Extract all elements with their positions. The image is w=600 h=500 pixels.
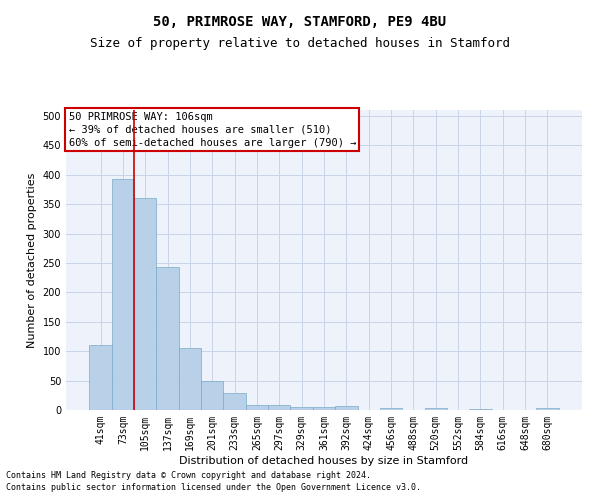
Bar <box>112 179 134 410</box>
Text: Size of property relative to detached houses in Stamford: Size of property relative to detached ho… <box>90 38 510 51</box>
Bar <box>290 407 313 410</box>
Text: 50, PRIMROSE WAY, STAMFORD, PE9 4BU: 50, PRIMROSE WAY, STAMFORD, PE9 4BU <box>154 15 446 29</box>
Bar <box>246 404 268 410</box>
Text: Contains HM Land Registry data © Crown copyright and database right 2024.: Contains HM Land Registry data © Crown c… <box>6 471 371 480</box>
Bar <box>89 346 112 410</box>
Bar <box>134 198 157 410</box>
Bar <box>223 393 246 410</box>
Bar <box>380 408 402 410</box>
Bar <box>313 407 335 410</box>
Text: 50 PRIMROSE WAY: 106sqm
← 39% of detached houses are smaller (510)
60% of semi-d: 50 PRIMROSE WAY: 106sqm ← 39% of detache… <box>68 112 356 148</box>
Bar <box>335 406 358 410</box>
Bar <box>469 409 491 410</box>
Text: Contains public sector information licensed under the Open Government Licence v3: Contains public sector information licen… <box>6 484 421 492</box>
Bar <box>425 408 447 410</box>
Bar <box>536 408 559 410</box>
Bar <box>268 406 290 410</box>
Y-axis label: Number of detached properties: Number of detached properties <box>27 172 37 348</box>
Bar <box>157 267 179 410</box>
Bar <box>201 380 223 410</box>
Bar <box>179 348 201 410</box>
X-axis label: Distribution of detached houses by size in Stamford: Distribution of detached houses by size … <box>179 456 469 466</box>
